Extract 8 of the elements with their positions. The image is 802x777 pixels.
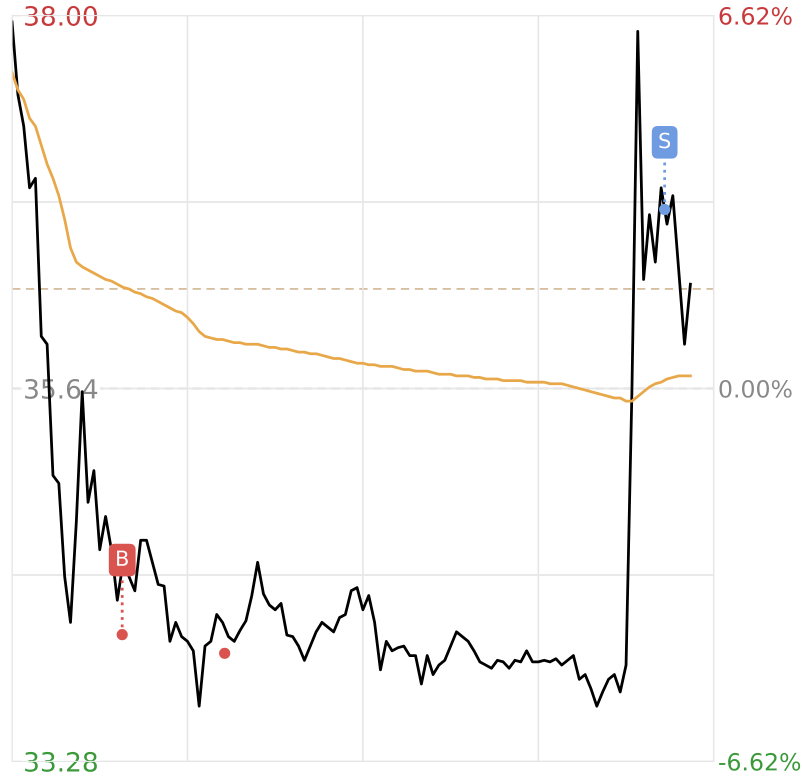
y-tick-label: 38.00	[25, 6, 97, 26]
y2-tick-label: -6.62%	[719, 752, 800, 771]
annotation: S	[659, 132, 670, 148]
line-series	[12, 71, 692, 403]
y-tick-label: 33.28	[25, 752, 97, 772]
y2-tick-label: 6.62%	[720, 6, 792, 25]
annotation: B	[117, 550, 128, 566]
y2-tick-label: 0.00%	[720, 380, 792, 398]
